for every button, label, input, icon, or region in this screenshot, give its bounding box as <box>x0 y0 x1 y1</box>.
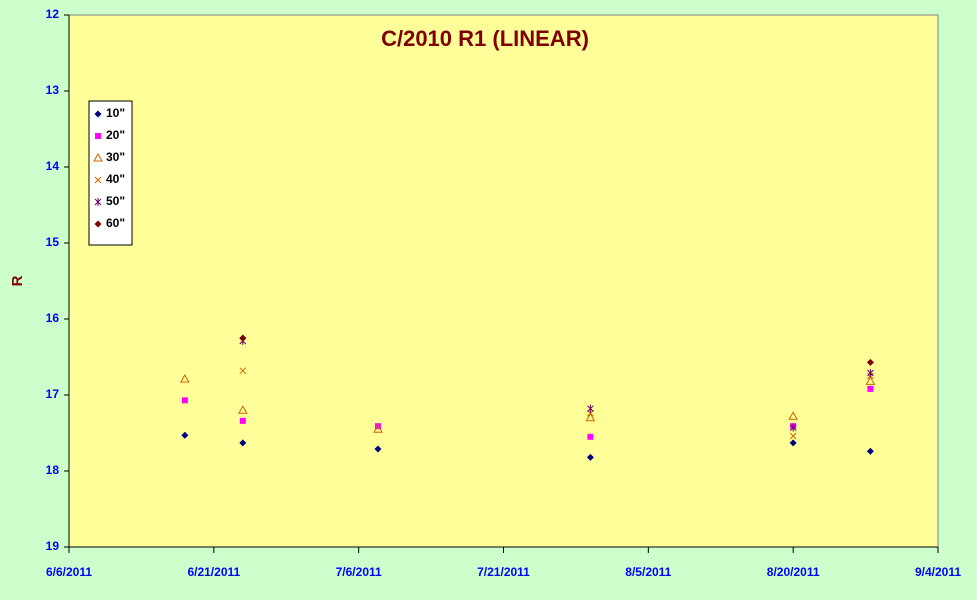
x-tick-label: 8/5/2011 <box>625 565 671 579</box>
point <box>586 453 594 461</box>
point <box>867 368 874 377</box>
y-tick-label: 16 <box>46 311 60 325</box>
point <box>239 417 246 424</box>
x-tick-label: 7/6/2011 <box>336 565 382 579</box>
y-tick-label: 15 <box>46 235 60 249</box>
y-tick-label: 18 <box>46 463 60 477</box>
y-axis-label: R <box>9 275 26 286</box>
y-tick-label: 17 <box>46 387 60 401</box>
point <box>239 439 247 447</box>
point <box>789 423 797 432</box>
point <box>374 445 382 453</box>
point <box>866 358 874 366</box>
legend-marker <box>94 110 102 118</box>
chart-title: C/2010 R1 (LINEAR) <box>381 26 589 51</box>
point <box>587 433 594 440</box>
point <box>866 447 874 455</box>
legend-marker <box>94 198 102 206</box>
plot-area <box>68 14 939 548</box>
point <box>239 334 247 342</box>
legend-box <box>88 100 133 246</box>
x-tick-label: 9/4/2011 <box>915 565 961 579</box>
point <box>789 432 797 440</box>
point <box>181 431 189 439</box>
x-tick-label: 8/20/2011 <box>767 565 820 579</box>
point <box>788 411 799 420</box>
point <box>180 374 190 383</box>
legend-label: 40" <box>106 172 125 186</box>
y-tick-label: 14 <box>46 159 60 173</box>
point <box>865 376 876 385</box>
x-tick-label: 6/21/2011 <box>187 565 240 579</box>
x-tick-label: 6/6/2011 <box>46 565 92 579</box>
x-tick-label: 7/21/2011 <box>477 565 530 579</box>
y-tick-label: 19 <box>46 539 60 553</box>
point <box>237 405 248 414</box>
y-tick-label: 13 <box>46 83 60 97</box>
point <box>239 367 247 375</box>
point <box>867 385 874 392</box>
legend-marker <box>95 133 101 139</box>
point <box>373 424 383 433</box>
point <box>181 397 188 404</box>
legend-label: 60" <box>106 216 125 230</box>
legend-marker <box>94 176 102 184</box>
legend-label: 10" <box>106 106 125 120</box>
legend-label: 20" <box>106 128 125 142</box>
y-tick-label: 12 <box>46 7 60 21</box>
legend-label: 50" <box>106 194 125 208</box>
legend-marker <box>93 152 103 162</box>
legend-marker <box>94 220 102 228</box>
point <box>587 404 594 413</box>
legend-label: 30" <box>106 150 125 164</box>
point <box>585 412 596 422</box>
point <box>789 439 797 447</box>
